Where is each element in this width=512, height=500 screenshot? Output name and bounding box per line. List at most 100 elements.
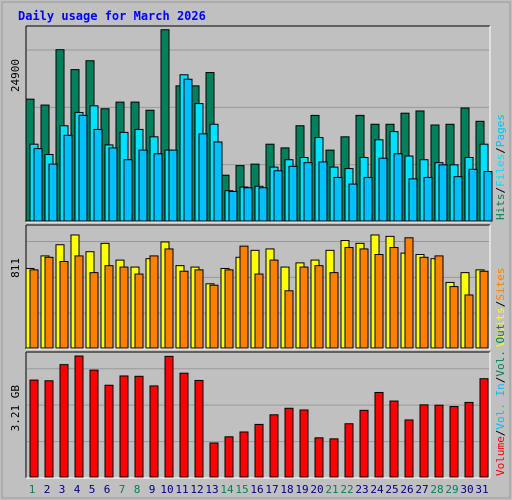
bar	[404, 237, 414, 349]
bar	[119, 266, 129, 349]
bar	[93, 128, 103, 222]
bar	[419, 404, 429, 478]
bar	[149, 255, 159, 349]
bar	[123, 159, 133, 222]
bar	[149, 385, 159, 478]
y-tick-label: 3.21 GB	[9, 385, 22, 432]
bar	[89, 369, 99, 478]
bar	[239, 245, 249, 349]
x-tick-label: 11	[175, 483, 188, 496]
bar	[44, 256, 54, 349]
x-tick-label: 20	[310, 483, 323, 496]
x-axis-day-labels: 1 2 3 4 5 6 7 8 9 10 11 12 13 14 15 16 17 18 19 20 21 22 23 24 2…	[29, 483, 489, 496]
bar	[303, 162, 313, 222]
bar	[119, 375, 129, 478]
bar	[213, 141, 223, 222]
bar	[134, 273, 144, 349]
bar	[434, 404, 444, 478]
series-pages	[33, 78, 493, 222]
bar	[449, 406, 459, 478]
bar	[269, 259, 279, 349]
legend-hits-files-pages: Hits/Files/Pages	[494, 114, 507, 220]
bar	[228, 190, 238, 222]
bar	[288, 165, 298, 222]
bar	[393, 153, 403, 222]
bar	[29, 379, 39, 478]
bar	[329, 438, 339, 478]
legend-entry: Pages	[494, 114, 507, 147]
bar	[138, 149, 148, 222]
bar	[254, 423, 264, 478]
bar	[314, 265, 324, 349]
bar	[389, 247, 399, 349]
x-tick-label: 4	[74, 483, 81, 496]
bar	[483, 171, 493, 222]
bar	[479, 270, 489, 349]
bar	[329, 272, 339, 349]
legend-entry: /	[494, 377, 507, 384]
bar	[168, 149, 178, 222]
bar	[254, 273, 264, 349]
bar	[479, 378, 489, 478]
bar	[363, 176, 373, 222]
panel-hits-files-pages: 24900 Hits/Files/Pages	[9, 25, 507, 223]
x-tick-label: 16	[250, 483, 263, 496]
bar	[374, 254, 384, 349]
bar	[183, 78, 193, 222]
bar	[273, 170, 283, 222]
legend-entry: Files	[494, 154, 507, 187]
x-tick-label: 30	[460, 483, 473, 496]
x-tick-label: 27	[415, 483, 428, 496]
bar	[314, 437, 324, 478]
x-tick-label: 17	[265, 483, 278, 496]
bar	[419, 256, 429, 349]
bar	[29, 269, 39, 349]
legend-entry: /	[494, 147, 507, 154]
bar	[389, 400, 399, 478]
bar	[164, 355, 174, 478]
x-tick-label: 14	[220, 483, 234, 496]
x-tick-label: 8	[134, 483, 141, 496]
x-tick-label: 13	[205, 483, 218, 496]
bar	[48, 163, 58, 222]
bar	[299, 409, 309, 478]
legend-entry: /	[494, 301, 507, 308]
bar	[179, 372, 189, 478]
bar	[179, 270, 189, 349]
bar	[104, 384, 114, 478]
x-tick-label: 21	[325, 483, 338, 496]
legend-entry: Sites	[494, 268, 507, 301]
x-tick-label: 31	[475, 483, 488, 496]
bar	[194, 269, 204, 349]
bar	[404, 419, 414, 478]
bar	[449, 286, 459, 349]
y-tick-label: 24900	[9, 59, 22, 92]
panel-visits-sites: 811 Visits/Sites	[9, 224, 507, 350]
bar	[453, 176, 463, 222]
bar	[423, 176, 433, 222]
legend-entry: /	[494, 187, 507, 194]
bar	[74, 355, 84, 478]
bar	[89, 272, 99, 349]
bar	[344, 247, 354, 349]
bar	[269, 414, 279, 478]
legend-visits-sites: Visits/Sites	[494, 268, 507, 348]
bar	[59, 364, 69, 478]
x-tick-label: 10	[160, 483, 173, 496]
bar	[333, 176, 343, 222]
x-tick-label: 3	[59, 483, 66, 496]
chart-title: Daily usage for March 2026	[18, 9, 206, 23]
legend-entry: Volume	[494, 436, 507, 476]
x-tick-label: 25	[385, 483, 398, 496]
bar	[104, 265, 114, 349]
bar	[408, 178, 418, 222]
x-tick-label: 29	[445, 483, 458, 496]
bar	[359, 248, 369, 349]
bar	[378, 157, 388, 222]
x-tick-label: 28	[430, 483, 443, 496]
legend-entry: Visits	[494, 307, 507, 347]
bar	[438, 164, 448, 222]
